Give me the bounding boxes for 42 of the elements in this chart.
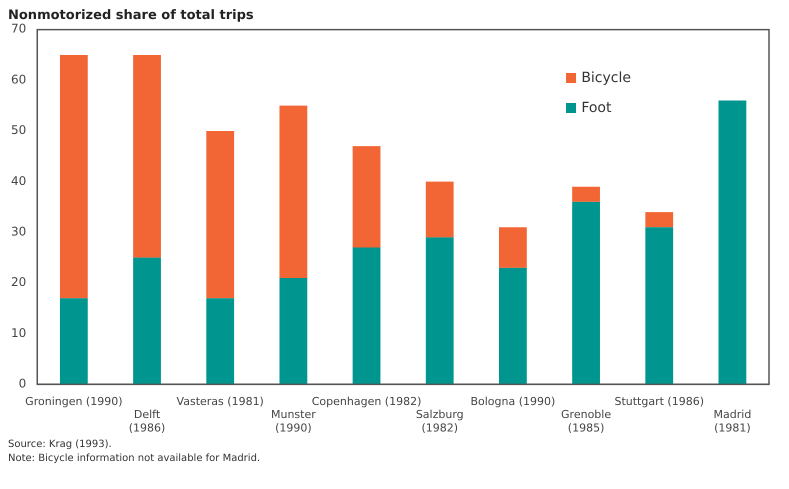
bar [279, 278, 308, 384]
y-tick-label: 10 [10, 326, 26, 340]
x-tick-label: Vasteras (1981) [176, 394, 264, 408]
y-tick-label: 40 [10, 174, 26, 188]
y-tick-label: 60 [10, 72, 26, 86]
bar [645, 227, 674, 384]
bar [498, 268, 527, 384]
bar [279, 106, 308, 278]
bar [572, 202, 600, 384]
x-tick-label: Munster (1990) [270, 408, 316, 434]
y-tick-label: 70 [10, 22, 26, 36]
bar [206, 298, 234, 384]
bar [133, 54, 161, 258]
x-tick-label: Madrid (1981) [714, 408, 752, 434]
y-tick-label: 50 [10, 123, 26, 138]
x-tick-label: Salzburg (1982) [416, 408, 464, 434]
chart-title: Nonmotorized share of total trips [8, 8, 254, 24]
bar [718, 100, 746, 384]
x-tick-label: Groningen (1990) [25, 394, 123, 408]
y-tick-label: 0 [18, 376, 26, 391]
legend-label: Foot [581, 100, 612, 116]
x-tick-label: Bologna (1990) [470, 394, 556, 408]
x-tick-label: Copenhagen (1982) [312, 394, 422, 408]
bar [645, 212, 674, 228]
bar [426, 237, 454, 384]
bar [352, 146, 380, 248]
bar [133, 258, 161, 384]
bar [352, 248, 380, 384]
bar [572, 186, 600, 202]
y-tick-label: 20 [10, 275, 26, 290]
source-note: Source: Krag (1993). [8, 438, 113, 452]
bar [426, 182, 454, 238]
bar [60, 298, 88, 384]
y-tick-label: 30 [10, 224, 26, 238]
bar [206, 130, 234, 298]
x-tick-label: Grenoble (1985) [561, 408, 612, 434]
bar [60, 54, 88, 298]
bar [498, 227, 527, 268]
legend-label: Bicycle [581, 70, 631, 86]
x-tick-label: Stuttgart (1986) [614, 394, 704, 408]
text: Note: Bicycle information not available for Madrid. [8, 452, 262, 466]
x-tick-label: Delft (1986) [128, 408, 166, 434]
